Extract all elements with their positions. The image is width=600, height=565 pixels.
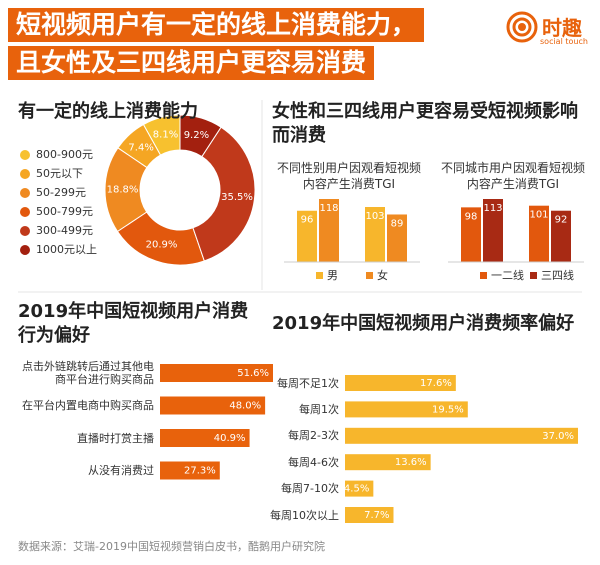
bar-value: 89 [391,218,404,229]
legend-label: 300-499元 [36,224,93,237]
category-label: 每周10次以上 [270,508,339,522]
bar [529,205,549,262]
legend-swatch [480,272,487,279]
bar [551,210,571,262]
bar [345,375,456,391]
legend-swatch [20,207,30,217]
bar-value: 19.5% [432,404,464,415]
donut-slice [192,126,256,262]
legend-swatch [20,188,30,198]
legend-label: 500-799元 [36,205,93,218]
bar-value: 51.6% [237,368,269,379]
bar [160,429,250,447]
legend-label: 50元以下 [36,167,83,180]
legend-label: 女 [377,268,388,282]
bar-value: 4.5% [344,484,369,495]
bar [345,454,431,471]
slice-label: 35.5% [221,192,253,203]
bar [461,207,481,262]
slice-label: 7.4% [128,143,153,154]
category-label: 每周1次 [299,402,339,416]
chart-subtitle: 不同性别用户因观看短视频内容产生消费TGI [276,161,421,191]
bar-value: 98 [465,211,478,222]
legend-swatch [366,272,373,279]
source-note: 数据来源：艾瑞-2019中国短视频营销白皮书，酷鹅用户研究院 [18,540,325,553]
legend-swatch [20,226,30,236]
section-title: 有一定的线上消费能力 [18,101,198,122]
bar-value: 27.3% [184,466,216,477]
bar [297,210,317,262]
legend-label: 三四线 [541,268,574,282]
slice-label: 18.8% [107,185,139,196]
bar-value: 13.6% [395,457,427,468]
bar-value: 48.0% [229,401,261,412]
legend-swatch [20,245,30,255]
bar [345,507,394,523]
legend-label: 50-299元 [36,186,86,199]
legend-label: 一二线 [491,268,524,282]
legend-label: 1000元以上 [36,243,97,256]
slice-label: 9.2% [184,130,209,141]
title-line: 且女性及三四线用户更容易消费 [8,46,375,80]
bar [160,364,273,382]
bar-value: 118 [319,203,338,214]
bar-value: 40.9% [214,433,246,444]
bar-value: 7.7% [364,510,389,521]
bar [345,401,468,418]
bar [387,214,407,262]
section-title: 2019年中国短视频用户消费行为偏好 [18,301,249,346]
bar-value: 96 [301,215,314,226]
category-label: 直播时打赏主播 [77,431,154,445]
logo-sub: social touch [540,37,588,46]
legend-label: 男 [327,269,338,282]
logo-icon [506,11,538,43]
bar-value: 113 [483,203,502,214]
bar [365,207,385,262]
category-label: 每周7-10次 [281,482,339,496]
slice-label: 20.9% [146,239,178,250]
bar-value: 101 [529,210,548,221]
donut-slice [179,114,222,158]
legend-label: 800-900元 [36,148,93,161]
category-label: 每周4-6次 [288,455,339,469]
category-label: 每周2-3次 [288,429,339,443]
slice-label: 8.1% [153,129,178,140]
legend-swatch [316,272,323,279]
bar-value: 103 [365,211,384,222]
category-label: 在平台内置电商中购买商品 [22,399,154,412]
bar [483,199,503,262]
bar-value: 37.0% [542,431,574,442]
bar-value: 92 [555,215,568,226]
category-label: 每周不足1次 [277,376,339,390]
logo-text: 时趣 [542,16,582,40]
section-title: 2019年中国短视频用户消费频率偏好 [272,313,575,334]
legend-swatch [20,150,30,160]
bar-value: 17.6% [420,378,452,389]
bar [160,461,220,480]
legend-swatch [20,169,30,179]
bar [345,427,578,444]
bar [345,480,374,497]
chart-subtitle: 不同城市用户因观看短视频内容产生消费TGI [440,161,585,191]
legend-swatch [530,272,537,279]
bar [160,396,266,415]
title-line: 短视频用户有一定的线上消费能力， [8,8,425,42]
bar [319,199,339,262]
category-label: 从没有消费过 [88,464,154,477]
category-label: 点击外链跳转后通过其他电商平台进行购买商品 [22,360,154,386]
section-title: 女性和三四线用户更容易受短视频影响而消费 [272,101,578,146]
